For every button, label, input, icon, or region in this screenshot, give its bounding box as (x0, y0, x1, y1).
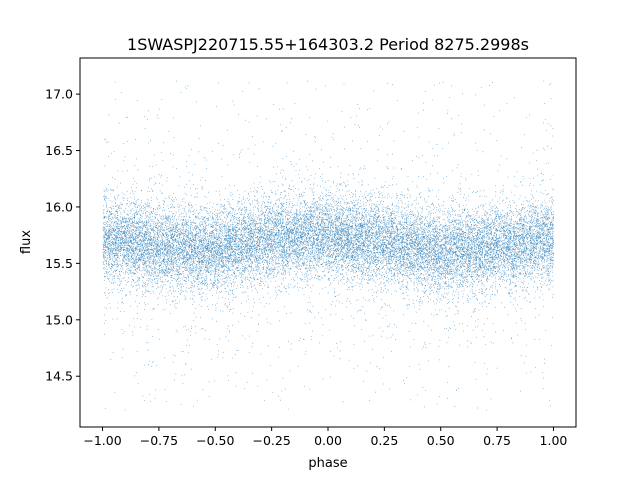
scatter-points (102, 80, 554, 411)
y-tick-label: 14.5 (45, 369, 73, 384)
y-tick-label: 15.0 (45, 312, 73, 327)
x-tick-label: −1.00 (83, 433, 121, 448)
x-tick-label: 0.75 (483, 433, 511, 448)
x-tick-label: −0.75 (140, 433, 178, 448)
x-tick-label: 1.00 (540, 433, 568, 448)
x-tick-label: 0.50 (427, 433, 455, 448)
x-axis: −1.00 −0.75 −0.50 −0.25 0.00 0.25 0.50 0.75 1.00 (83, 427, 567, 448)
x-tick-label: −0.50 (196, 433, 234, 448)
y-tick-label: 17.0 (45, 87, 73, 102)
x-tick-label: −0.25 (252, 433, 290, 448)
y-tick-label: 16.0 (45, 199, 73, 214)
x-tick-label: 0.25 (370, 433, 398, 448)
y-tick-label: 16.5 (45, 143, 73, 158)
x-axis-label: phase (308, 456, 347, 471)
data-points (102, 80, 554, 411)
y-axis: 14.5 15.0 15.5 16.0 16.5 17.0 (45, 87, 80, 384)
y-tick-label: 15.5 (45, 256, 73, 271)
chart-title: 1SWASPJ220715.55+164303.2 Period 8275.29… (127, 35, 529, 54)
x-tick-label: 0.00 (314, 433, 342, 448)
y-axis-label: flux (19, 230, 34, 254)
